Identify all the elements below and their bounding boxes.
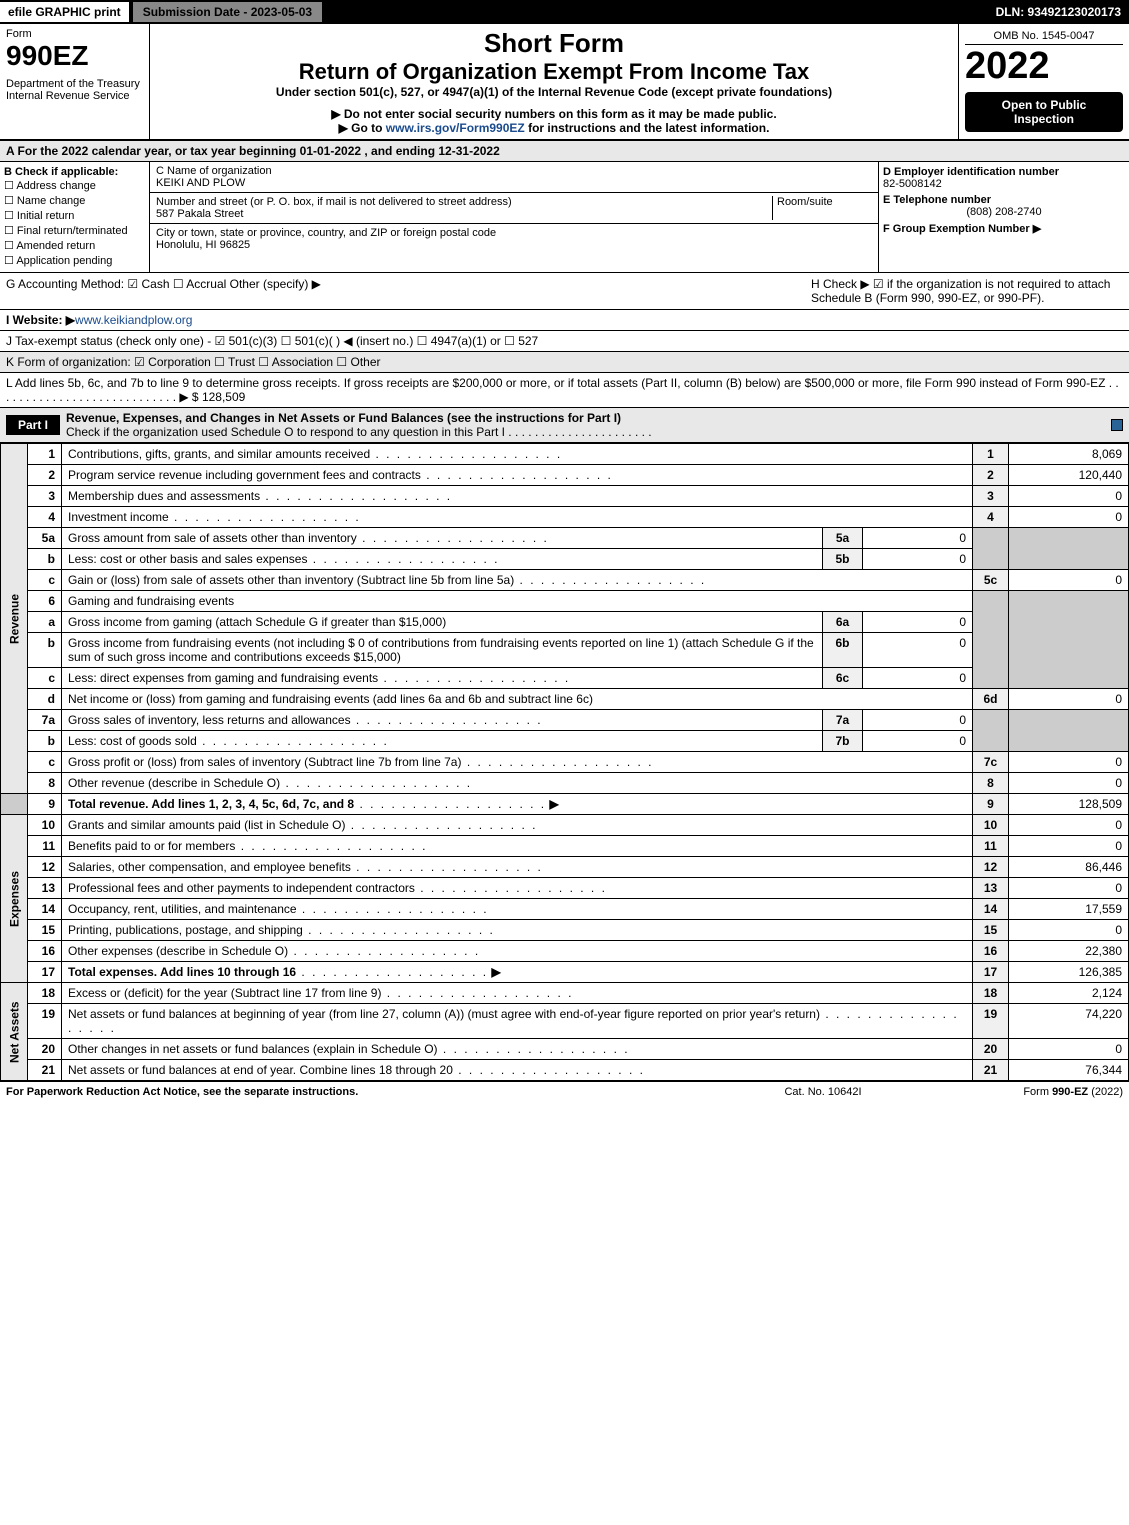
line7a-amt: 0 — [863, 710, 973, 731]
chk-final-return[interactable]: ☐ Final return/terminated — [4, 223, 145, 238]
subtitle: Under section 501(c), 527, or 4947(a)(1)… — [156, 85, 952, 99]
chk-application-pending[interactable]: ☐ Application pending — [4, 253, 145, 268]
chk-initial-return[interactable]: ☐ Initial return — [4, 208, 145, 223]
room-suite-label: Room/suite — [772, 196, 872, 220]
note-ssn: ▶ Do not enter social security numbers o… — [156, 107, 952, 121]
line19-amt: 74,220 — [1009, 1004, 1129, 1039]
line10-amt: 0 — [1009, 815, 1129, 836]
line18-amt: 2,124 — [1009, 983, 1129, 1004]
chk-name-change[interactable]: ☐ Name change — [4, 193, 145, 208]
accounting-method: G Accounting Method: ☑ Cash ☐ Accrual Ot… — [6, 277, 803, 305]
line5c-amt: 0 — [1009, 570, 1129, 591]
part-1-badge: Part I — [6, 415, 60, 435]
line5a-amt: 0 — [863, 528, 973, 549]
section-b-checkboxes: B Check if applicable: ☐ Address change … — [0, 162, 150, 272]
line16-amt: 22,380 — [1009, 941, 1129, 962]
line6a-amt: 0 — [863, 612, 973, 633]
chk-amended-return[interactable]: ☐ Amended return — [4, 238, 145, 253]
line7b-amt: 0 — [863, 731, 973, 752]
line17-amt: 126,385 — [1009, 962, 1129, 983]
inspection-badge: Open to Public Inspection — [965, 92, 1123, 132]
section-g-h: G Accounting Method: ☑ Cash ☐ Accrual Ot… — [0, 273, 1129, 310]
line15-amt: 0 — [1009, 920, 1129, 941]
org-street: 587 Pakala Street — [156, 208, 772, 220]
dept-label: Department of the Treasury — [6, 78, 143, 90]
efile-label: efile GRAPHIC print — [0, 2, 129, 22]
section-a-period: A For the 2022 calendar year, or tax yea… — [0, 141, 1129, 162]
line2-amt: 120,440 — [1009, 465, 1129, 486]
form-number: 990EZ — [6, 40, 143, 72]
dln: DLN: 93492123020173 — [996, 5, 1129, 19]
section-def: D Employer identification number 82-5008… — [879, 162, 1129, 272]
revenue-label: Revenue — [1, 444, 28, 794]
form-header: Form 990EZ Department of the Treasury In… — [0, 24, 1129, 141]
section-c-org: C Name of organization KEIKI AND PLOW Nu… — [150, 162, 879, 272]
submission-date: Submission Date - 2023-05-03 — [133, 2, 322, 22]
schedule-b-check: H Check ▶ ☑ if the organization is not r… — [803, 277, 1123, 305]
line7c-amt: 0 — [1009, 752, 1129, 773]
expenses-label: Expenses — [1, 815, 28, 983]
irs-link[interactable]: www.irs.gov/Form990EZ — [386, 121, 525, 135]
net-assets-label: Net Assets — [1, 983, 28, 1081]
part1-table: Revenue 1 Contributions, gifts, grants, … — [0, 443, 1129, 1081]
line3-amt: 0 — [1009, 486, 1129, 507]
website-link[interactable]: www.keikiandplow.org — [75, 313, 192, 327]
chk-address-change[interactable]: ☐ Address change — [4, 178, 145, 193]
part1-schedule-o-check[interactable] — [1111, 419, 1123, 431]
org-city: Honolulu, HI 96825 — [156, 239, 872, 251]
line5b-amt: 0 — [863, 549, 973, 570]
line14-amt: 17,559 — [1009, 899, 1129, 920]
line8-amt: 0 — [1009, 773, 1129, 794]
form-label: Form — [6, 28, 143, 40]
line6b-amt: 0 — [863, 633, 973, 668]
arrow-icon: ▶ — [491, 965, 500, 979]
paperwork-notice: For Paperwork Reduction Act Notice, see … — [6, 1086, 723, 1098]
org-name: KEIKI AND PLOW — [156, 177, 872, 189]
section-k-form-org: K Form of organization: ☑ Corporation ☐ … — [0, 352, 1129, 373]
arrow-icon: ▶ — [549, 797, 558, 811]
ein: 82-5008142 — [883, 178, 1125, 190]
part-1-header: Part I Revenue, Expenses, and Changes in… — [0, 408, 1129, 443]
line6c-amt: 0 — [863, 668, 973, 689]
omb-number: OMB No. 1545-0047 — [965, 28, 1123, 45]
line6d-amt: 0 — [1009, 689, 1129, 710]
irs-label: Internal Revenue Service — [6, 90, 143, 102]
org-info-block: B Check if applicable: ☐ Address change … — [0, 162, 1129, 273]
line11-amt: 0 — [1009, 836, 1129, 857]
title-short: Short Form — [156, 28, 952, 59]
title-main: Return of Organization Exempt From Incom… — [156, 59, 952, 85]
telephone: (808) 208-2740 — [883, 206, 1125, 218]
note-goto: ▶ Go to www.irs.gov/Form990EZ for instru… — [156, 121, 952, 135]
footer: For Paperwork Reduction Act Notice, see … — [0, 1081, 1129, 1102]
line13-amt: 0 — [1009, 878, 1129, 899]
cat-no: Cat. No. 10642I — [723, 1086, 923, 1098]
line1-amt: 8,069 — [1009, 444, 1129, 465]
line9-amt: 128,509 — [1009, 794, 1129, 815]
line21-amt: 76,344 — [1009, 1060, 1129, 1081]
tax-year: 2022 — [965, 45, 1123, 88]
section-j-tax-status: J Tax-exempt status (check only one) - ☑… — [0, 331, 1129, 352]
group-exemption: F Group Exemption Number ▶ — [883, 222, 1125, 235]
form-ref: Form 990-EZ (2022) — [923, 1086, 1123, 1098]
topbar: efile GRAPHIC print Submission Date - 20… — [0, 0, 1129, 24]
section-i-website: I Website: ▶www.keikiandplow.org — [0, 310, 1129, 331]
line4-amt: 0 — [1009, 507, 1129, 528]
line12-amt: 86,446 — [1009, 857, 1129, 878]
line20-amt: 0 — [1009, 1039, 1129, 1060]
section-l-gross-receipts: L Add lines 5b, 6c, and 7b to line 9 to … — [0, 373, 1129, 408]
